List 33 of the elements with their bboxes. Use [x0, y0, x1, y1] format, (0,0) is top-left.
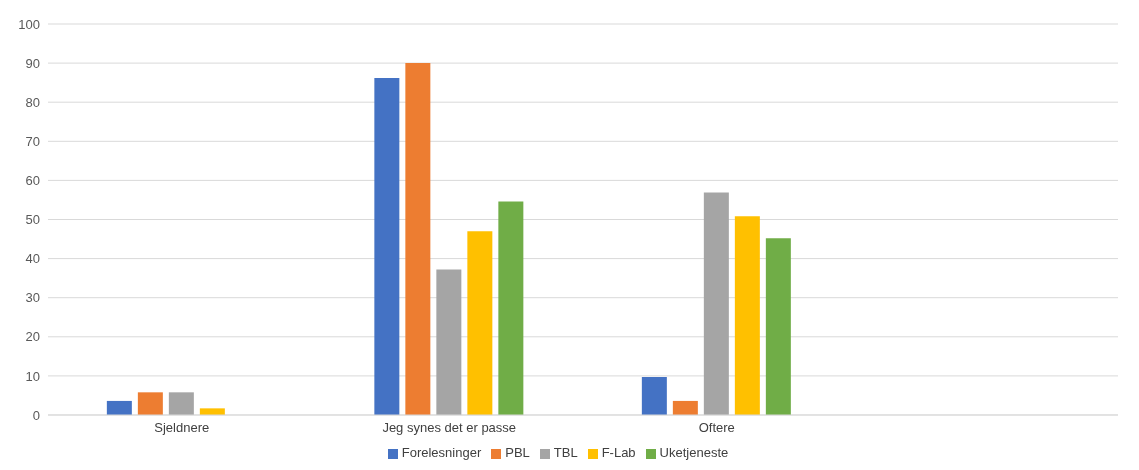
x-tick-label: Sjeldnere — [154, 420, 210, 436]
x-tick-label: Oftere — [698, 420, 735, 436]
bar — [734, 216, 760, 415]
bar — [106, 400, 132, 415]
y-tick-label: 70 — [25, 133, 40, 149]
y-tick-label: 40 — [25, 251, 40, 267]
y-tick-label: 50 — [25, 212, 40, 228]
x-tick-label: Jeg synes det er passe — [382, 420, 517, 436]
bar — [199, 408, 225, 415]
legend-label: TBL — [553, 445, 578, 460]
bar — [467, 231, 493, 415]
legend-label: Forelesninger — [401, 445, 482, 460]
legend-label: Uketjeneste — [659, 445, 729, 460]
bar — [137, 392, 163, 415]
y-tick-label: 80 — [25, 94, 40, 110]
y-tick-label: 100 — [18, 16, 40, 32]
y-tick-label: 30 — [25, 290, 40, 306]
legend-label: PBL — [505, 445, 530, 460]
y-tick-label: 90 — [25, 55, 40, 71]
legend-label: F-Lab — [601, 445, 636, 460]
bar — [498, 201, 524, 415]
bar — [765, 238, 791, 415]
bar — [641, 377, 667, 415]
bar — [703, 192, 729, 415]
y-tick-label: 10 — [25, 368, 40, 384]
bar — [672, 400, 698, 415]
bar — [168, 392, 194, 415]
y-tick-label: 60 — [25, 173, 40, 189]
bar — [436, 269, 462, 415]
bar — [374, 77, 400, 415]
y-tick-label: 0 — [32, 407, 40, 423]
y-tick-label: 20 — [25, 329, 40, 345]
bar — [405, 63, 431, 415]
